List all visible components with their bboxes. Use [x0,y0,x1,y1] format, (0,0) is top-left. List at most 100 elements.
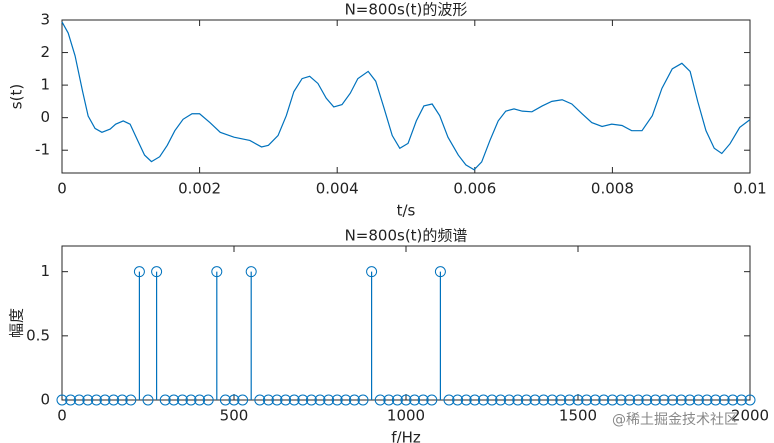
stem-marker [589,394,601,406]
stem-marker [151,266,163,278]
stem-marker [65,394,77,406]
x-tick-label: 0 [57,180,67,198]
y-axis-label: 幅度 [8,308,26,338]
stem-marker [90,394,102,406]
stem-marker [710,394,722,406]
stem-marker [520,394,532,406]
stem-marker [219,394,231,406]
stem-marker [280,394,292,406]
stem-marker [512,394,524,406]
y-tick-label: 0 [40,391,50,409]
stem-marker [133,266,145,278]
stem-marker [211,266,223,278]
stem-marker [202,394,214,406]
stem-marker [56,394,68,406]
x-tick-label: 0.006 [453,180,496,198]
stem-marker [168,394,180,406]
stem-marker [228,394,240,406]
stem-marker [649,394,661,406]
y-axis-label: s(t) [8,84,26,109]
stem-marker [555,394,567,406]
stem-marker [254,394,266,406]
stem-marker [641,394,653,406]
y-tick-label: 2 [40,43,50,61]
stem-marker [271,394,283,406]
y-tick-label: 3 [40,11,50,29]
stem-marker [331,394,343,406]
stem-marker [391,394,403,406]
stem-marker [305,394,317,406]
stem-marker [503,394,515,406]
stem-marker [323,394,335,406]
x-tick-label: 0.01 [733,180,766,198]
y-tick-label: -1 [35,141,50,159]
stem-marker [99,394,111,406]
stem-marker [374,394,386,406]
axes-box [61,19,751,174]
stem-marker [417,394,429,406]
x-tick-label: 0.002 [178,180,221,198]
stem-marker [667,394,679,406]
stem-marker [598,394,610,406]
stem-marker [452,394,464,406]
stem-marker [624,394,636,406]
stem-marker [563,394,575,406]
stem-marker [245,266,257,278]
stem-marker [581,394,593,406]
stem-marker [727,394,739,406]
stem-marker [125,394,137,406]
stem-marker [572,394,584,406]
x-tick-label: 2000 [731,407,769,425]
stem-marker [718,394,730,406]
stem-marker [142,394,154,406]
data-line [61,21,751,171]
stem-marker [288,394,300,406]
stem-marker [185,394,197,406]
stem-marker [469,394,481,406]
stem-marker [477,394,489,406]
x-tick-label: 0 [57,407,67,425]
x-tick-label: 1000 [387,407,425,425]
stem-marker [684,394,696,406]
stem-marker [546,394,558,406]
stem-marker [460,394,472,406]
y-tick-label: 1 [40,76,50,94]
stem-marker [116,394,128,406]
stem-marker [82,394,94,406]
stem-marker [409,394,421,406]
axes-box [61,245,751,401]
y-tick-label: 0.5 [26,326,50,344]
stem-marker [675,394,687,406]
stem-marker [658,394,670,406]
stem-marker [443,394,455,406]
y-tick-label: 0 [40,108,50,126]
stem-marker [340,394,352,406]
stem-marker [194,394,206,406]
x-tick-label: 0.004 [316,180,359,198]
stem-marker [348,394,360,406]
stem-marker [529,394,541,406]
stem-marker [108,394,120,406]
watermark: @稀土掘金技术社区 [612,412,738,428]
x-axis-label: t/s [397,202,416,220]
x-tick-label: 1500 [559,407,597,425]
stem-marker [297,394,309,406]
stem-marker [701,394,713,406]
stem-marker [366,266,378,278]
stem-marker [735,394,747,406]
stem-marker [426,394,438,406]
stem-marker [538,394,550,406]
x-tick-label: 0.008 [591,180,634,198]
stem-marker [606,394,618,406]
stem-marker [383,394,395,406]
stem-marker [434,266,446,278]
chart-title: N=800s(t)的波形 [345,1,468,19]
stem-marker [73,394,85,406]
y-tick-label: 1 [40,262,50,280]
stem-marker [744,394,756,406]
stem-marker [632,394,644,406]
stem-marker [357,394,369,406]
stem-marker [495,394,507,406]
chart-title: N=800s(t)的频谱 [345,227,468,245]
